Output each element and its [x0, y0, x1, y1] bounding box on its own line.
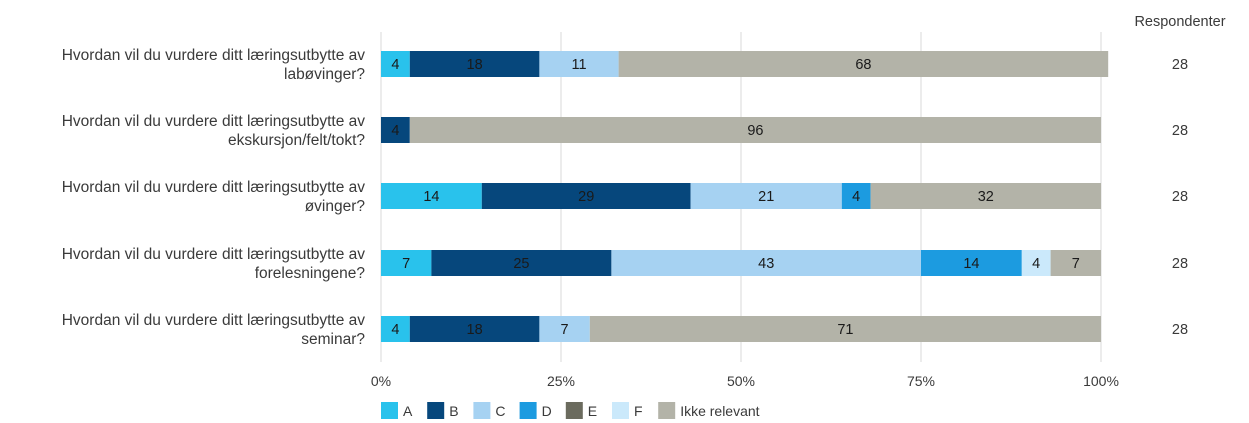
bar-segment — [690, 183, 842, 209]
legend-swatch — [381, 402, 398, 419]
bar-segment — [1050, 250, 1101, 276]
bar-value-label: 4 — [391, 322, 399, 338]
bar-value-label: 7 — [561, 322, 569, 338]
bar-value-label: 7 — [402, 256, 410, 272]
bar-segment — [921, 250, 1022, 276]
bar-value-label: 68 — [855, 57, 871, 73]
bar-segment — [409, 51, 540, 77]
bar-segment — [539, 51, 619, 77]
x-tick-label: 50% — [727, 373, 755, 389]
legend-label: F — [634, 403, 643, 419]
legend-label: A — [403, 403, 413, 419]
bar-segment — [409, 117, 1101, 143]
question-label: labøvinger? — [284, 66, 365, 83]
bar-segment — [870, 183, 1101, 209]
respondents-header: Respondenter — [1134, 14, 1225, 30]
legend-label: B — [449, 403, 458, 419]
bar-value-label: 4 — [391, 57, 399, 73]
bar-segment — [618, 51, 1109, 77]
bar-value-label: 14 — [423, 189, 439, 205]
bar-segment — [381, 183, 482, 209]
legend-swatch — [658, 402, 676, 419]
question-label: ekskursjon/felt/tokt? — [228, 132, 365, 149]
legend-label: E — [588, 403, 597, 419]
x-tick-label: 100% — [1083, 373, 1119, 389]
bar-value-label: 7 — [1072, 256, 1080, 272]
bar-segment — [611, 250, 921, 276]
bar-segment — [841, 183, 871, 209]
bar-value-label: 11 — [571, 57, 586, 73]
bar-value-label: 4 — [1032, 256, 1040, 272]
legend: A B C D E F Ikke relevant — [381, 402, 760, 419]
x-tick-label: 0% — [371, 373, 391, 389]
legend-swatch — [473, 402, 491, 419]
bar-segment — [1021, 250, 1051, 276]
legend-label: C — [495, 403, 505, 419]
question-label: Hvordan vil du vurdere ditt læringsutbyt… — [62, 47, 366, 64]
legend-swatch — [519, 402, 537, 419]
respondents-value: 28 — [1172, 256, 1188, 272]
bar-segment — [381, 117, 410, 143]
bar-value-label: 43 — [758, 256, 774, 272]
bar-value-label: 4 — [852, 189, 860, 205]
bar-segment — [431, 250, 612, 276]
bar-segment — [409, 316, 540, 342]
legend-label: D — [542, 403, 552, 419]
bar-value-label: 96 — [747, 123, 763, 139]
question-label: Hvordan vil du vurdere ditt læringsutbyt… — [62, 113, 366, 130]
bar-value-label: 4 — [391, 123, 399, 139]
respondents-value: 28 — [1172, 123, 1188, 139]
question-label: Hvordan vil du vurdere ditt læringsutbyt… — [62, 179, 366, 196]
legend-swatch — [427, 402, 445, 419]
question-label: øvinger? — [305, 198, 366, 215]
bar-segment — [481, 183, 691, 209]
x-tick-label: 25% — [547, 373, 575, 389]
legend-label: Ikke relevant — [680, 403, 759, 419]
bar-segment — [381, 316, 410, 342]
bar-segment — [539, 316, 590, 342]
respondents-value: 28 — [1172, 57, 1188, 73]
bar-value-label: 14 — [963, 256, 979, 272]
question-label: Hvordan vil du vurdere ditt læringsutbyt… — [62, 246, 366, 263]
question-label: seminar? — [301, 331, 365, 348]
bar-value-label: 21 — [758, 189, 774, 205]
x-tick-label: 75% — [907, 373, 935, 389]
question-label: Hvordan vil du vurdere ditt læringsutbyt… — [62, 312, 366, 329]
question-label: forelesningene? — [255, 265, 366, 282]
legend-swatch — [612, 402, 629, 419]
bar-segment — [381, 51, 410, 77]
bar-value-label: 32 — [978, 189, 994, 205]
respondents-value: 28 — [1172, 322, 1188, 338]
bar-value-label: 18 — [467, 57, 483, 73]
respondents-value: 28 — [1172, 189, 1188, 205]
bar-value-label: 71 — [837, 322, 853, 338]
bar-value-label: 29 — [578, 189, 594, 205]
bar-value-label: 18 — [467, 322, 483, 338]
bar-value-label: 25 — [513, 256, 529, 272]
bar-segment — [381, 250, 432, 276]
bar-segment — [589, 316, 1101, 342]
legend-swatch — [565, 402, 583, 419]
